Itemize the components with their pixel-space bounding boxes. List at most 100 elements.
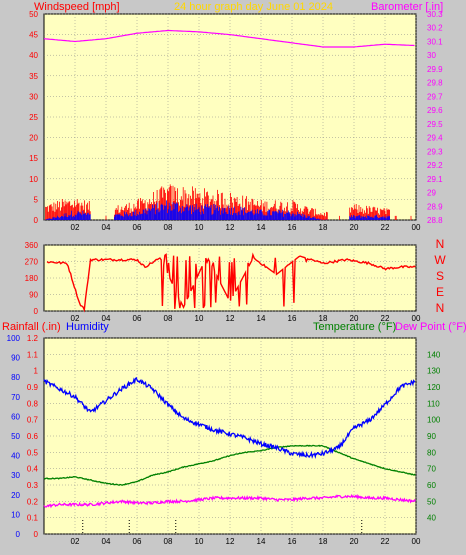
temperature-tick-label: 40	[427, 514, 436, 523]
humidity-line	[43, 376, 416, 459]
right-tick-label: 29.8	[427, 79, 443, 88]
rain-tick-label: 0.2	[27, 497, 39, 506]
right-tick-label: 29.7	[427, 92, 443, 101]
left-tick-label: 40	[29, 51, 38, 60]
left-tick-label: 30	[29, 92, 38, 101]
direction-tick-label: 270	[25, 258, 39, 267]
left-tick-label: 25	[29, 113, 38, 122]
humidity-tick-label: 10	[11, 510, 20, 519]
x-tick-label: 02	[71, 223, 80, 232]
humidity-tick-label: 80	[11, 373, 20, 382]
x-tick-label: 04	[102, 314, 111, 323]
x-tick-label: 14	[257, 223, 266, 232]
x-tick-label: 20	[350, 223, 359, 232]
right-tick-label: 29	[427, 189, 436, 198]
compass-label: E	[436, 285, 444, 299]
x-tick-label: 16	[288, 537, 297, 546]
right-tick-label: 28.8	[427, 216, 443, 225]
left-tick-label: 5	[34, 195, 39, 204]
x-tick-label: 10	[195, 223, 204, 232]
x-tick-label: 16	[288, 223, 297, 232]
temperature-tick-label: 120	[427, 383, 441, 392]
left-tick-label: 20	[29, 134, 38, 143]
temperature-tick-label: 50	[427, 497, 436, 506]
direction-tick-label: 0	[34, 307, 39, 316]
humidity-tick-label: 30	[11, 471, 20, 480]
rain-tick-label: 0	[34, 530, 39, 539]
right-tick-label: 29.3	[427, 147, 443, 156]
right-tick-label: 29.4	[427, 134, 443, 143]
compass-label: N	[436, 237, 445, 251]
x-tick-label: 12	[226, 314, 235, 323]
rain-tick-label: 0.4	[27, 465, 39, 474]
direction-tick-label: 90	[29, 291, 38, 300]
temperature-tick-label: 70	[427, 465, 436, 474]
x-tick-label: 08	[164, 314, 173, 323]
x-tick-label: 02	[71, 314, 80, 323]
x-tick-label: 20	[350, 537, 359, 546]
temperature-tick-label: 140	[427, 350, 441, 359]
humidity-tick-label: 60	[11, 412, 20, 421]
right-tick-label: 28.9	[427, 202, 443, 211]
right-tick-label: 29.2	[427, 161, 443, 170]
humidity-tick-label: 50	[11, 432, 20, 441]
right-tick-label: 30	[427, 51, 436, 60]
x-tick-label: 22	[381, 314, 390, 323]
compass-label: N	[436, 301, 445, 315]
temperature-tick-label: 130	[427, 367, 441, 376]
humidity-tick-label: 40	[11, 452, 20, 461]
right-tick-label: 29.1	[427, 175, 443, 184]
x-tick-label: 06	[133, 314, 142, 323]
rain-tick-label: 0.1	[27, 514, 39, 523]
compass-label: S	[436, 269, 444, 283]
x-tick-label: 12	[226, 537, 235, 546]
left-tick-label: 45	[29, 31, 38, 40]
x-tick-label: 00	[412, 537, 421, 546]
wind-speed-line	[45, 200, 390, 220]
direction-tick-label: 180	[25, 274, 39, 283]
rainfall-label: Rainfall (.in)	[2, 321, 61, 333]
left-tick-label: 15	[29, 154, 38, 163]
x-tick-label: 18	[319, 537, 328, 546]
humidity-label: Humidity	[66, 321, 109, 333]
x-tick-label: 12	[226, 223, 235, 232]
left-tick-label: 0	[34, 216, 39, 225]
x-tick-label: 14	[257, 537, 266, 546]
x-tick-label: 20	[350, 314, 359, 323]
rain-tick-label: 0.9	[27, 383, 39, 392]
x-tick-label: 04	[102, 537, 111, 546]
rain-tick-label: 1	[34, 367, 39, 376]
temperature-tick-label: 100	[427, 416, 441, 425]
temperature-tick-label: 80	[427, 448, 436, 457]
rain-tick-label: 0.3	[27, 481, 39, 490]
x-tick-label: 22	[381, 223, 390, 232]
x-tick-label: 02	[71, 537, 80, 546]
compass-label: W	[434, 253, 446, 267]
right-tick-label: 30.1	[427, 37, 443, 46]
direction-tick-label: 360	[25, 241, 39, 250]
humidity-tick-label: 70	[11, 393, 20, 402]
graph-title: 24 hour graph day June 01 2024	[174, 1, 333, 13]
rain-tick-label: 0.5	[27, 448, 39, 457]
right-tick-label: 29.5	[427, 120, 443, 129]
x-tick-label: 10	[195, 537, 204, 546]
rain-tick-label: 1.1	[27, 350, 39, 359]
x-tick-label: 04	[102, 223, 111, 232]
dewpoint-line	[43, 493, 416, 509]
x-tick-label: 00	[412, 314, 421, 323]
left-tick-label: 50	[29, 10, 38, 19]
windspeed-label: Windspeed [mph]	[34, 1, 120, 13]
rain-tick-label: 1.2	[27, 334, 39, 343]
x-tick-label: 14	[257, 314, 266, 323]
x-tick-label: 00	[412, 223, 421, 232]
temperature-label: Temperature (°F)	[313, 321, 396, 333]
humidity-tick-label: 0	[16, 530, 21, 539]
right-tick-label: 29.9	[427, 65, 443, 74]
humidity-tick-label: 100	[7, 334, 21, 343]
wind-direction-line	[46, 252, 416, 313]
x-tick-label: 06	[133, 223, 142, 232]
x-tick-label: 16	[288, 314, 297, 323]
x-tick-label: 06	[133, 537, 142, 546]
x-tick-label: 08	[164, 537, 173, 546]
